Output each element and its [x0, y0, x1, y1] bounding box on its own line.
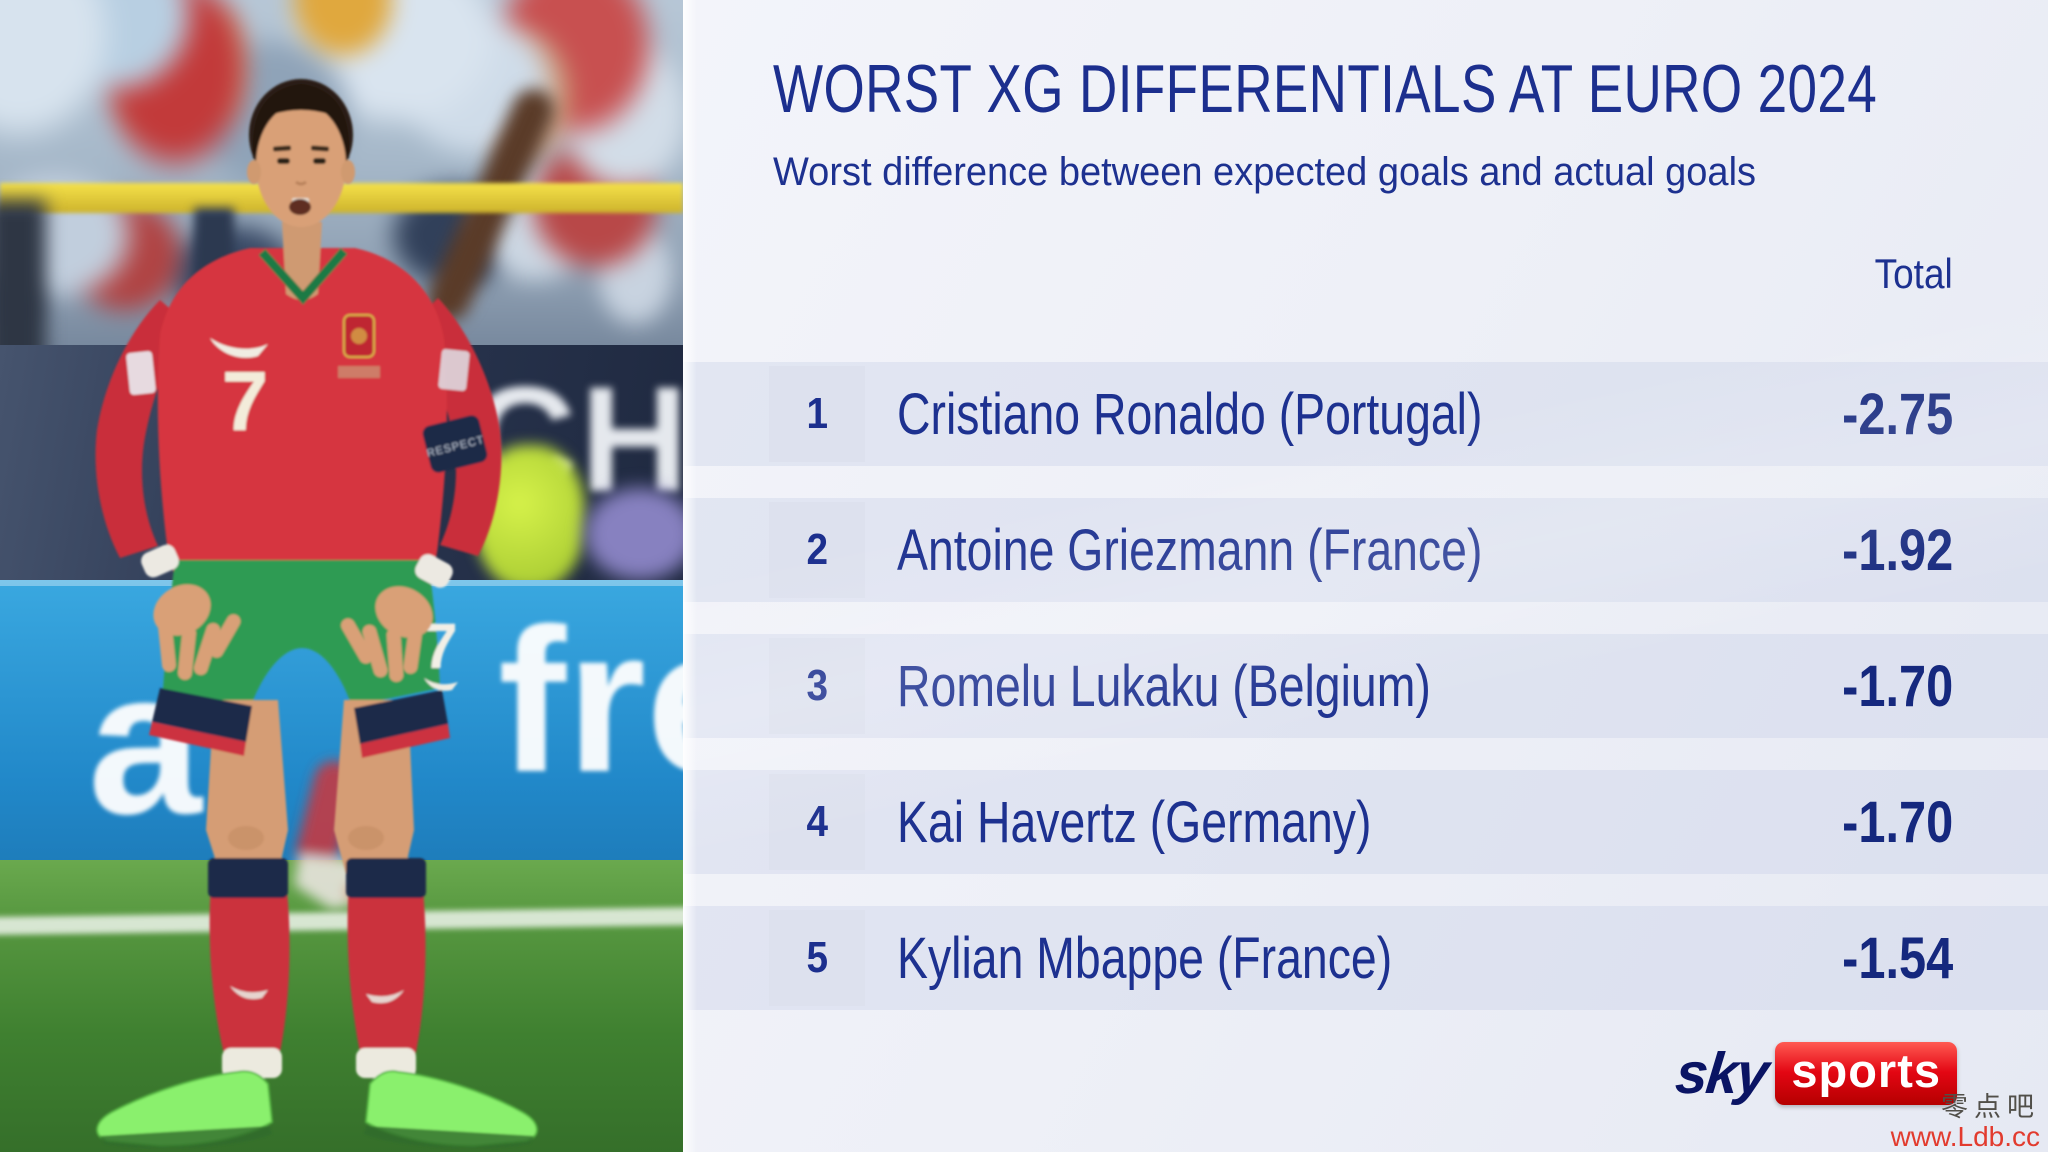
xg-value: -1.54 — [1841, 925, 1953, 991]
pitch-grass — [0, 860, 683, 1152]
watermark-line1: 零点吧 — [1941, 1092, 2040, 1123]
watermark-line2: www.Ldb.cc — [1890, 1121, 2040, 1152]
sky-logo-text: sky — [1672, 1041, 1770, 1106]
sky-sports-logo: sky sports — [1672, 1040, 1957, 1107]
xg-value: -1.92 — [1841, 517, 1953, 583]
xg-value: -2.75 — [1841, 381, 1953, 447]
player-name: Antoine Griezmann (France) — [897, 517, 1483, 583]
rank-number: 5 — [806, 933, 828, 982]
banner-blur — [585, 488, 683, 580]
table-row: 1 Cristiano Ronaldo (Portugal) -2.75 — [683, 362, 2048, 466]
player-name: Kylian Mbappe (France) — [897, 925, 1393, 991]
page-subtitle: Worst difference between expected goals … — [773, 150, 1757, 194]
rank-box: 3 — [769, 638, 865, 734]
player-name: Cristiano Ronaldo (Portugal) — [897, 381, 1483, 447]
ranking-table: 1 Cristiano Ronaldo (Portugal) -2.75 2 A… — [683, 362, 2048, 1042]
rank-box: 4 — [769, 774, 865, 870]
page-title: WORST XG DIFFERENTIALS AT EURO 2024 — [773, 51, 1878, 127]
xg-value: -1.70 — [1841, 789, 1953, 855]
captain-armband: RESPECT — [422, 415, 488, 473]
table-row: 2 Antoine Griezmann (France) -1.92 — [683, 498, 2048, 602]
rank-number: 1 — [806, 389, 828, 438]
photo-panel-divider — [683, 0, 697, 1152]
xg-value: -1.70 — [1841, 653, 1953, 719]
table-row: 3 Romelu Lukaku (Belgium) -1.70 — [683, 634, 2048, 738]
player-name: Romelu Lukaku (Belgium) — [897, 653, 1431, 719]
ronaldo-figure: 7 RESPECT 7 — [95, 79, 538, 1149]
crowd-silhouette — [0, 200, 46, 370]
rank-number: 3 — [806, 661, 828, 710]
column-header-total: Total — [1874, 250, 1953, 297]
sports-logo-box: sports — [1775, 1042, 1957, 1105]
watermark: 零点吧 www.Ldb.cc — [1890, 1092, 2040, 1152]
sports-logo-text: sports — [1791, 1044, 1941, 1097]
table-row: 5 Kylian Mbappe (France) -1.54 — [683, 906, 2048, 1010]
ronaldo-photo: CH a fre — [0, 0, 683, 1152]
stats-panel: WORST XG DIFFERENTIALS AT EURO 2024 Wors… — [683, 0, 2048, 1152]
rank-number: 2 — [806, 525, 828, 574]
table-row: 4 Kai Havertz (Germany) -1.70 — [683, 770, 2048, 874]
rank-box: 1 — [769, 366, 865, 462]
shirt-number: 7 — [222, 354, 269, 448]
rank-box: 2 — [769, 502, 865, 598]
ad-board-text: fre — [498, 586, 683, 815]
rank-box: 5 — [769, 910, 865, 1006]
rank-number: 4 — [806, 797, 828, 846]
player-name: Kai Havertz (Germany) — [897, 789, 1372, 855]
